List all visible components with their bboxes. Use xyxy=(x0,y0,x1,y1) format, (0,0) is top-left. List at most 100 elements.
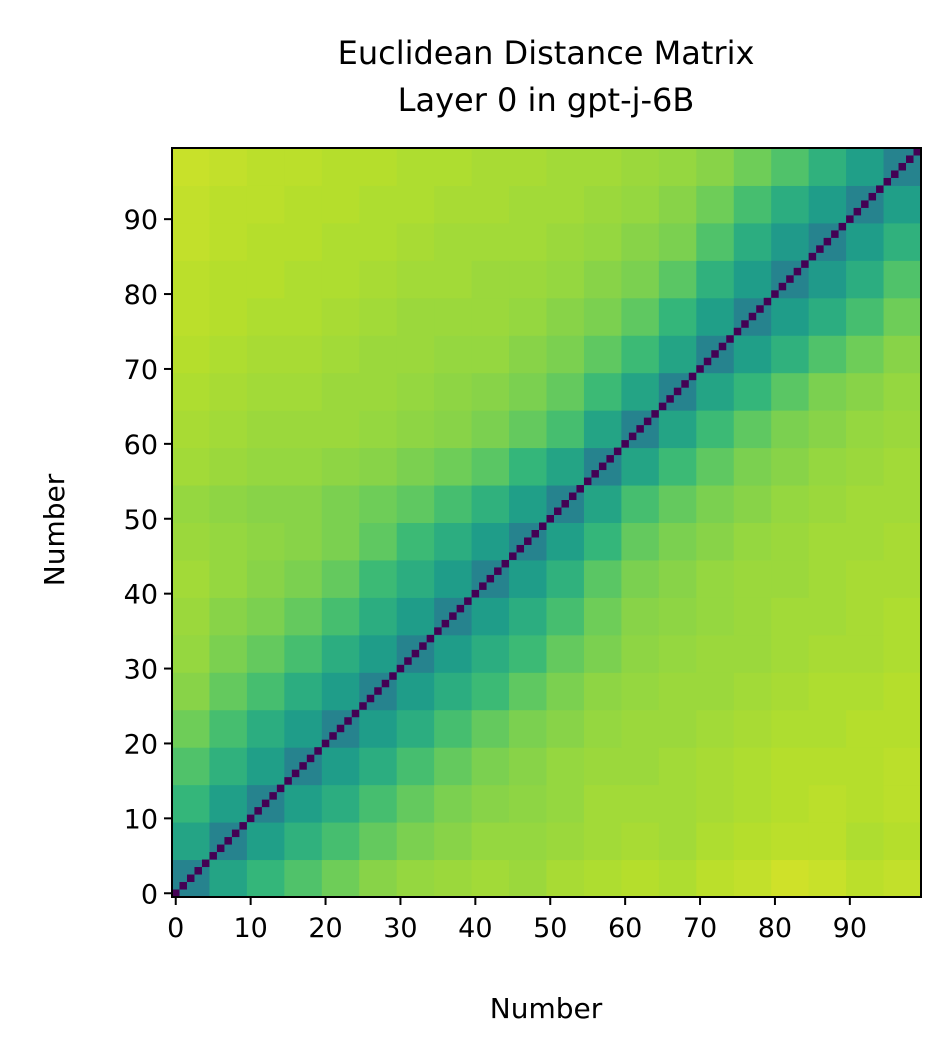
diagonal-cell xyxy=(239,822,247,830)
diagonal-cell xyxy=(741,320,749,328)
heatmap-cell xyxy=(321,672,360,711)
heatmap-cell xyxy=(359,410,398,449)
heatmap-cell xyxy=(509,747,547,786)
diagonal-cell xyxy=(539,522,547,530)
heatmap-cell xyxy=(546,372,585,411)
heatmap-cell xyxy=(583,822,622,861)
heatmap-cell xyxy=(846,709,885,748)
diagonal-cell xyxy=(868,192,877,201)
x-tick-label: 40 xyxy=(458,913,492,944)
heatmap-cell xyxy=(658,597,697,636)
heatmap-cell xyxy=(509,372,547,411)
heatmap-cell xyxy=(209,410,248,449)
heatmap-cell xyxy=(771,222,810,261)
heatmap-cell xyxy=(658,559,697,598)
heatmap-cell xyxy=(434,260,473,299)
heatmap-cell xyxy=(509,297,547,336)
diagonal-cell xyxy=(876,185,884,193)
diagonal-cell xyxy=(651,410,659,418)
heatmap-cell xyxy=(284,822,323,861)
diagonal-cell xyxy=(494,567,502,575)
diagonal-cell xyxy=(816,245,824,253)
heatmap-cell xyxy=(246,260,285,299)
heatmap-cell xyxy=(883,672,922,711)
heatmap-cell xyxy=(396,297,435,336)
diagonal-cell xyxy=(801,260,809,268)
heatmap-cell xyxy=(321,260,360,299)
heatmap-cell xyxy=(359,447,398,486)
heatmap-cell xyxy=(359,709,398,748)
heatmap-cell xyxy=(846,859,885,898)
heatmap-cell xyxy=(546,559,585,598)
heatmap-cell xyxy=(583,485,622,523)
heatmap-cell xyxy=(546,185,585,224)
heatmap-cell xyxy=(658,260,697,299)
diagonal-cell xyxy=(696,365,704,373)
diagonal-cell xyxy=(329,732,337,740)
heatmap-cell xyxy=(696,672,735,711)
heatmap-cell xyxy=(396,822,435,861)
diagonal-cell xyxy=(254,807,262,815)
heatmap-cell xyxy=(359,784,398,823)
heatmap-cell xyxy=(509,335,547,374)
heatmap-cell xyxy=(246,859,285,898)
heatmap-cell xyxy=(771,148,810,186)
heatmap-cell xyxy=(621,822,660,861)
diagonal-cell xyxy=(449,612,457,620)
heatmap-cell xyxy=(209,485,248,523)
heatmap-cell xyxy=(846,559,885,598)
heatmap-cell xyxy=(172,822,210,861)
heatmap-cell xyxy=(621,185,660,224)
diagonal-cell xyxy=(201,859,210,868)
heatmap-cell xyxy=(621,784,660,823)
heatmap-cell xyxy=(396,597,435,636)
heatmap-cell xyxy=(696,859,735,898)
heatmap-cell xyxy=(209,634,248,673)
heatmap-cell xyxy=(583,335,622,374)
heatmap-cell xyxy=(808,260,847,299)
diagonal-cell xyxy=(336,724,345,733)
heatmap-cell xyxy=(621,597,660,636)
heatmap-cell xyxy=(733,372,772,411)
heatmap-cell xyxy=(771,185,810,224)
diagonal-cell xyxy=(269,792,277,800)
heatmap-cell xyxy=(846,784,885,823)
heatmap-cell xyxy=(434,559,473,598)
heatmap-cell xyxy=(471,709,510,748)
diagonal-cell xyxy=(479,582,487,590)
diagonal-cell xyxy=(419,642,427,650)
heatmap-cell xyxy=(733,559,772,598)
heatmap-cell xyxy=(658,634,697,673)
heatmap-cell xyxy=(172,335,210,374)
heatmap-cell xyxy=(621,522,660,561)
diagonal-cell xyxy=(906,155,914,163)
y-tick-label: 30 xyxy=(124,655,158,686)
diagonal-cell xyxy=(861,200,869,208)
heatmap-cell xyxy=(209,148,248,186)
diagonal-cell xyxy=(284,777,292,785)
heatmap-cell xyxy=(733,709,772,748)
heatmap-cell xyxy=(883,559,922,598)
diagonal-cell xyxy=(404,657,412,665)
heatmap-cell xyxy=(846,447,885,486)
heatmap-cell xyxy=(359,559,398,598)
heatmap-cell xyxy=(696,297,735,336)
heatmap-cell xyxy=(246,522,285,561)
heatmap-cell xyxy=(808,148,847,186)
heatmap-cell xyxy=(733,335,772,374)
heatmap-cell xyxy=(733,410,772,449)
heatmap-cell xyxy=(696,260,735,299)
diagonal-cell xyxy=(756,305,764,313)
heatmap-cell xyxy=(696,372,735,411)
y-tick-label: 50 xyxy=(124,505,158,536)
diagonal-cell xyxy=(568,492,577,501)
heatmap-cell xyxy=(359,822,398,861)
heatmap-cell xyxy=(284,185,323,224)
diagonal-cell xyxy=(486,574,495,583)
heatmap-cell xyxy=(321,822,360,861)
heatmap-cell xyxy=(284,559,323,598)
x-tick-label: 10 xyxy=(233,913,267,944)
heatmap-cell xyxy=(471,822,510,861)
heatmap-cell xyxy=(846,222,885,261)
heatmap-cell xyxy=(696,148,735,186)
